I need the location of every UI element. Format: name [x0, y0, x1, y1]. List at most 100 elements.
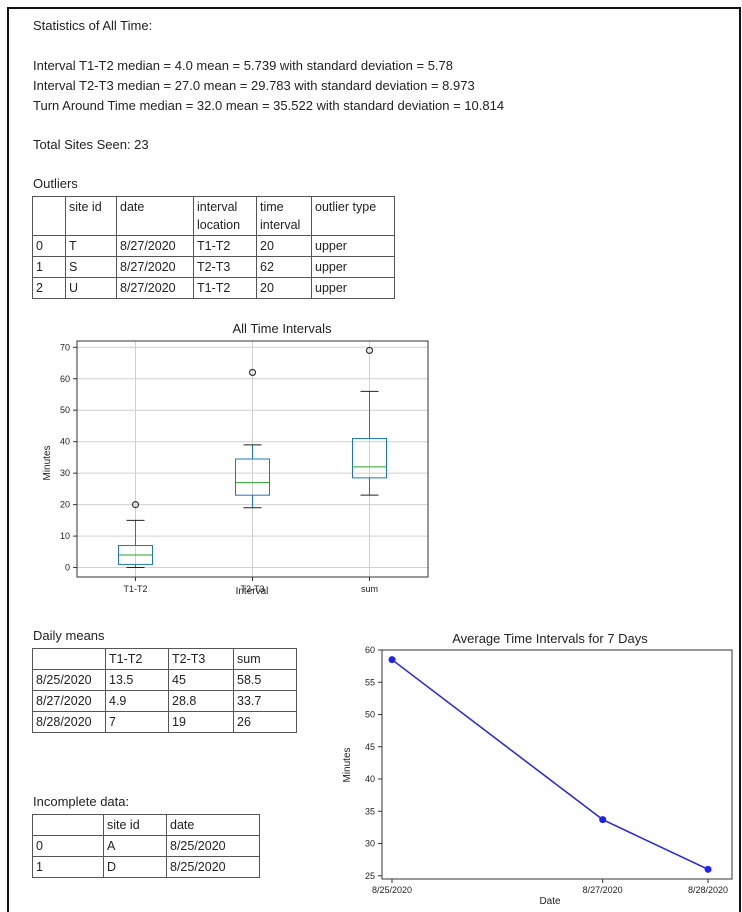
incomplete-title: Incomplete data:	[33, 794, 130, 809]
table-header-cell: date	[166, 814, 260, 836]
x-axis-label: Date	[539, 896, 561, 907]
table-header-cell: time interval	[256, 196, 312, 236]
table-row: 8/27/2020 4.9 28.8 33.7	[32, 690, 297, 712]
table-cell: 0	[32, 835, 104, 857]
y-axis-label: Minutes	[42, 445, 53, 480]
table-cell: 33.7	[233, 690, 297, 712]
table-cell: 8/25/2020	[32, 669, 106, 691]
outlier-point	[131, 501, 140, 509]
x-tick-label: 8/27/2020	[583, 885, 623, 895]
table-cell: 26	[233, 711, 297, 733]
table-cell: T2-T3	[193, 256, 257, 278]
y-tick-label: 50	[365, 710, 375, 720]
table-cell: S	[65, 256, 117, 278]
x-axis-label: Interval	[236, 586, 269, 597]
outliers-table: site id date interval location time inte…	[32, 196, 395, 299]
x-tick-label: 8/25/2020	[372, 885, 412, 895]
total-sites-text: Total Sites Seen: 23	[33, 137, 149, 152]
table-cell: 45	[168, 669, 234, 691]
box-iqr	[352, 438, 387, 479]
series-line	[391, 659, 709, 871]
table-cell: A	[103, 835, 167, 857]
table-cell: 1	[32, 256, 66, 278]
table-header-row: site id date interval location time inte…	[32, 196, 395, 236]
plot-frame	[381, 649, 733, 880]
table-cell: T1-T2	[193, 277, 257, 299]
y-tick-label: 30	[365, 839, 375, 849]
table-cell: 8/28/2020	[32, 711, 106, 733]
stat-line-t2t3: Interval T2-T3 median = 27.0 mean = 29.7…	[33, 78, 475, 93]
daily-means-title: Daily means	[33, 628, 105, 643]
table-row: 2 U 8/27/2020 T1-T2 20 upper	[32, 277, 395, 299]
table-header-cell: site id	[103, 814, 167, 836]
y-axis-label: Minutes	[342, 747, 353, 782]
table-cell: 8/25/2020	[166, 856, 260, 878]
table-cell: 8/27/2020	[32, 690, 106, 712]
y-tick-label: 30	[60, 468, 70, 478]
table-header-cell: interval location	[193, 196, 257, 236]
table-row: 0 T 8/27/2020 T1-T2 20 upper	[32, 235, 395, 257]
box-iqr	[235, 458, 270, 496]
table-header-cell	[32, 648, 106, 670]
daily-means-table: T1-T2 T2-T3 sum 8/25/2020 13.5 45 58.5 8…	[32, 648, 297, 733]
data-point	[599, 816, 607, 824]
stat-line-t1t2: Interval T1-T2 median = 4.0 mean = 5.739…	[33, 58, 453, 73]
table-cell: 7	[105, 711, 169, 733]
y-tick-label: 55	[365, 677, 375, 687]
table-row: 1 S 8/27/2020 T2-T3 62 upper	[32, 256, 395, 278]
table-cell: 0	[32, 235, 66, 257]
table-cell: T	[65, 235, 117, 257]
table-header-cell	[32, 196, 66, 236]
x-tick-label: T2-T3	[240, 584, 264, 594]
y-tick-label: 50	[60, 405, 70, 415]
incomplete-table: site id date 0 A 8/25/2020 1 D 8/25/2020	[32, 814, 260, 878]
y-tick-label: 60	[365, 645, 375, 655]
table-cell: 1	[32, 856, 104, 878]
table-cell: 8/27/2020	[116, 235, 194, 257]
table-cell: 8/25/2020	[166, 835, 260, 857]
table-cell: D	[103, 856, 167, 878]
table-header-row: T1-T2 T2-T3 sum	[32, 648, 297, 670]
table-cell: 2	[32, 277, 66, 299]
table-cell: upper	[311, 235, 395, 257]
table-cell: 20	[256, 277, 312, 299]
table-header-cell	[32, 814, 104, 836]
table-cell: 62	[256, 256, 312, 278]
y-tick-label: 25	[365, 871, 375, 881]
chart-title: Average Time Intervals for 7 Days	[452, 631, 648, 646]
x-tick-label: T1-T2	[123, 584, 147, 594]
stats-heading: Statistics of All Time:	[33, 18, 153, 33]
x-tick-label: sum	[361, 584, 378, 594]
table-cell: 58.5	[233, 669, 297, 691]
table-cell: T1-T2	[193, 235, 257, 257]
data-point	[704, 865, 712, 873]
table-header-cell: T1-T2	[105, 648, 169, 670]
table-header-cell: outlier type	[311, 196, 395, 236]
outliers-title: Outliers	[33, 176, 78, 191]
table-cell: 8/27/2020	[116, 256, 194, 278]
table-header-row: site id date	[32, 814, 260, 836]
y-tick-label: 70	[60, 342, 70, 352]
y-tick-label: 40	[60, 437, 70, 447]
y-tick-label: 35	[365, 806, 375, 816]
plot-frame	[76, 340, 429, 578]
outlier-point	[248, 368, 257, 377]
chart-title: All Time Intervals	[233, 321, 332, 336]
table-cell: 28.8	[168, 690, 234, 712]
table-cell: 19	[168, 711, 234, 733]
table-row: 8/28/2020 7 19 26	[32, 711, 297, 733]
table-header-cell: date	[116, 196, 194, 236]
table-cell: upper	[311, 256, 395, 278]
table-row: 0 A 8/25/2020	[32, 835, 260, 857]
line-chart: Average Time Intervals for 7 Days Minute…	[342, 631, 733, 907]
y-tick-label: 60	[60, 374, 70, 384]
table-cell: 4.9	[105, 690, 169, 712]
table-row: 1 D 8/25/2020	[32, 856, 260, 878]
x-tick-label: 8/28/2020	[688, 885, 728, 895]
table-cell: 13.5	[105, 669, 169, 691]
table-header-cell: T2-T3	[168, 648, 234, 670]
y-tick-label: 10	[60, 531, 70, 541]
table-header-cell: sum	[233, 648, 297, 670]
table-cell: 8/27/2020	[116, 277, 194, 299]
table-row: 8/25/2020 13.5 45 58.5	[32, 669, 297, 691]
